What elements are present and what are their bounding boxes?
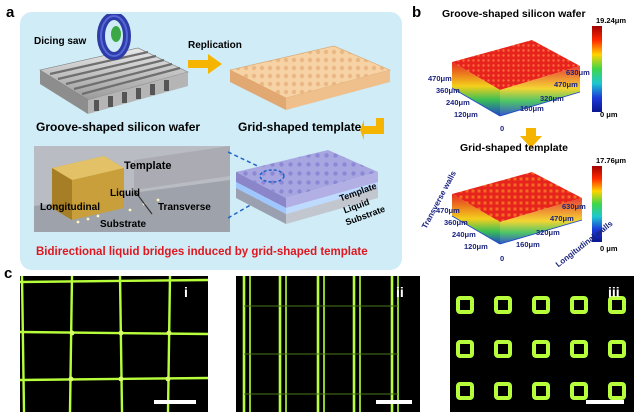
- b-bottom-surface-plot: [451, 172, 583, 245]
- longitudinal-label: Longitudinal: [40, 202, 100, 213]
- substrate-label: Substrate: [100, 219, 147, 230]
- replication-arrow-icon: [188, 54, 222, 74]
- panel-label-c: c: [4, 265, 13, 282]
- b-bot-axis-l0: 470μm: [436, 206, 460, 215]
- panel-label-a: a: [6, 4, 15, 21]
- c-label-ii: ii: [396, 284, 404, 300]
- b-top-axis-r0: 630μm: [566, 68, 590, 77]
- b-bottom-colorbar: [592, 166, 602, 242]
- b-top-cbar-min: 0 μm: [600, 110, 618, 119]
- stack-illustration: [236, 150, 378, 224]
- b-bot-axis-r2: 320μm: [536, 228, 560, 237]
- panel-label-b: b: [412, 4, 422, 21]
- b-down-arrow-icon: [520, 128, 542, 148]
- b-bottom-title: Grid-shaped template: [460, 142, 568, 154]
- c-image-i: [20, 276, 208, 412]
- grid-template-label: Grid-shaped template: [238, 120, 362, 134]
- b-top-axis-l0: 470μm: [428, 74, 452, 83]
- c-image-iii: [450, 276, 634, 412]
- b-top-axis-l3: 120μm: [454, 110, 478, 119]
- c-label-i: i: [184, 284, 188, 300]
- dicing-saw-icon: [97, 14, 131, 60]
- b-bottom-cbar-max: 17.76μm: [596, 156, 627, 165]
- transverse-label: Transverse: [158, 202, 211, 213]
- b-bot-axis-r1: 470μm: [550, 214, 574, 223]
- b-bottom-cbar-min: 0 μm: [600, 244, 618, 253]
- down-arrow-icon: [360, 118, 384, 140]
- b-top-surface-plot: [451, 40, 581, 117]
- b-top-axis-l4: 0: [500, 124, 505, 133]
- b-top-colorbar: [592, 26, 602, 112]
- c-image-ii: [236, 276, 420, 412]
- b-bot-axis-l1: 360μm: [444, 218, 468, 227]
- b-bot-axis-r0: 630μm: [562, 202, 586, 211]
- grid-template-illustration: [229, 45, 391, 110]
- groove-wafer-label: Groove-shaped silicon wafer: [36, 120, 201, 134]
- b-top-axis-r3: 160μm: [520, 104, 544, 113]
- template-label: Template: [124, 160, 172, 172]
- b-top-axis-l2: 240μm: [446, 98, 470, 107]
- b-bot-axis-l3: 120μm: [464, 242, 488, 251]
- b-top-axis-l1: 360μm: [436, 86, 460, 95]
- b-bot-axis-l4: 0: [500, 254, 505, 263]
- b-bot-axis-l2: 240μm: [452, 230, 476, 239]
- b-top-cbar-max: 19.24μm: [596, 16, 627, 25]
- liquid-bridge-zoom-inset: [34, 146, 230, 232]
- b-top-title: Groove-shaped silicon wafer: [442, 8, 586, 20]
- dicing-saw-label: Dicing saw: [34, 36, 87, 47]
- c-label-iii: iii: [608, 284, 620, 300]
- replication-label: Replication: [188, 40, 242, 51]
- b-top-axis-r2: 320μm: [540, 94, 564, 103]
- b-top-axis-r1: 470μm: [554, 80, 578, 89]
- b-bot-axis-r3: 160μm: [516, 240, 540, 249]
- panel-a-caption: Bidirectional liquid bridges induced by …: [36, 246, 368, 258]
- groove-wafer-illustration: [39, 47, 189, 114]
- liquid-label: Liquid: [110, 188, 140, 199]
